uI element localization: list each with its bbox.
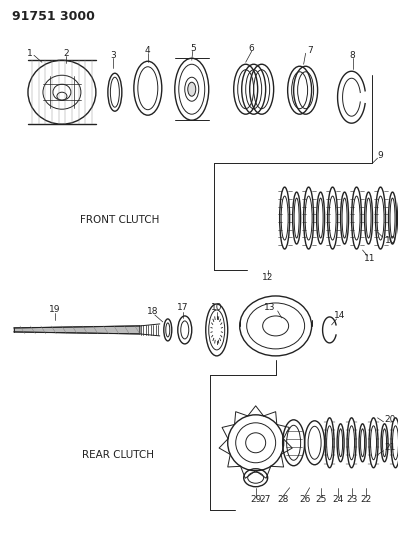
Text: 4: 4 — [145, 46, 150, 55]
Text: 13: 13 — [264, 303, 275, 312]
Ellipse shape — [188, 82, 196, 96]
Text: 25: 25 — [315, 495, 326, 504]
Text: 26: 26 — [299, 495, 310, 504]
Text: 12: 12 — [262, 273, 273, 282]
Text: 6: 6 — [249, 44, 255, 53]
Text: 28: 28 — [277, 495, 288, 504]
Text: 3: 3 — [110, 51, 116, 60]
Text: 22: 22 — [360, 495, 371, 504]
Polygon shape — [14, 326, 140, 334]
Text: 23: 23 — [346, 495, 357, 504]
Text: 9: 9 — [378, 151, 383, 160]
Text: 7: 7 — [307, 46, 312, 55]
Text: FRONT CLUTCH: FRONT CLUTCH — [80, 215, 160, 225]
Text: 5: 5 — [190, 44, 196, 53]
Text: 91751 3000: 91751 3000 — [12, 10, 95, 23]
Text: 24: 24 — [332, 495, 343, 504]
Text: 1: 1 — [27, 49, 33, 58]
Text: 29: 29 — [250, 495, 261, 504]
Text: 10: 10 — [384, 236, 396, 245]
Text: 14: 14 — [334, 311, 345, 320]
Text: 2: 2 — [63, 49, 69, 58]
Text: 19: 19 — [49, 305, 60, 314]
Text: 20: 20 — [384, 415, 396, 424]
Text: 10: 10 — [211, 303, 222, 312]
Text: 27: 27 — [259, 495, 270, 504]
Text: 21: 21 — [384, 443, 396, 453]
Text: 11: 11 — [364, 254, 375, 263]
Text: 8: 8 — [350, 51, 355, 60]
Text: 18: 18 — [147, 308, 158, 317]
Text: 17: 17 — [177, 303, 189, 312]
Text: REAR CLUTCH: REAR CLUTCH — [82, 450, 154, 460]
